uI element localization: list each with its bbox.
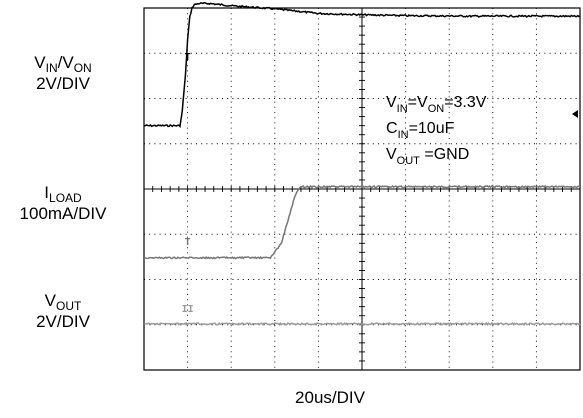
trace-group — [143, 2, 581, 326]
channel-marker-iload: T — [185, 237, 191, 248]
vout-channel-label: VOUT 2V/DIV — [4, 290, 122, 332]
annotation-vin-von: VIN=VON=3.3V — [386, 94, 487, 115]
channel-marker-group: T T II — [182, 52, 194, 315]
trace-vout — [143, 321, 581, 326]
channel-marker-vin_von: T — [185, 52, 191, 63]
channel-marker-vout: II — [182, 304, 194, 315]
vout-scale: 2V/DIV — [36, 312, 90, 331]
annotation-vout: VOUT =GND — [386, 146, 469, 167]
trace-iload — [143, 184, 581, 260]
iload-scale: 100mA/DIV — [19, 204, 107, 223]
annotation-cin: CIN=10uF — [386, 120, 455, 141]
iload-channel-label: ILOAD 100mA/DIV — [0, 182, 126, 224]
trace-vin_von — [143, 2, 581, 129]
oscilloscope-grid — [143, 7, 581, 371]
trigger-arrow-icon — [572, 110, 578, 118]
x-axis-label: 20us/DIV — [295, 388, 365, 407]
vin-von-channel-label: VIN/VON 2V/DIV — [4, 52, 122, 94]
vin-von-scale: 2V/DIV — [36, 74, 90, 93]
